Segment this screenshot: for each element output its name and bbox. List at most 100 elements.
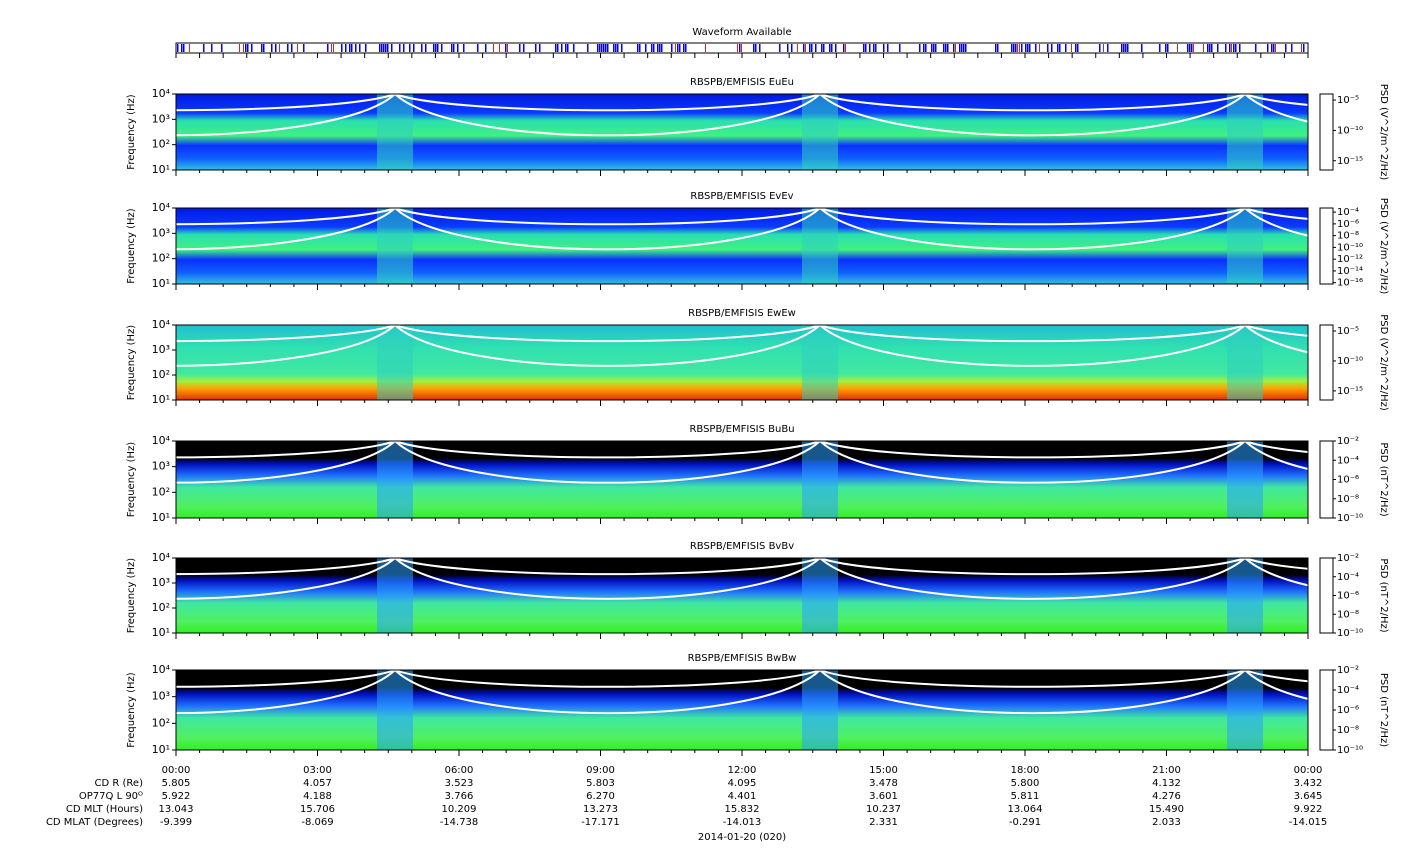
model-curve [820, 208, 1245, 224]
perigee-band [802, 94, 838, 170]
ephemeris-value: -8.069 [301, 817, 333, 828]
waveform-stripe [797, 44, 798, 52]
waveform-stripe [1177, 44, 1178, 52]
waveform-stripe [779, 44, 781, 52]
waveform-stripe [677, 44, 679, 52]
ephemeris-value: 6.270 [586, 791, 615, 802]
waveform-stripe [821, 44, 823, 52]
y-tick-label: 10¹ [152, 163, 170, 176]
waveform-stripe [287, 44, 289, 52]
waveform-stripe [433, 44, 435, 52]
waveform-stripe [399, 44, 401, 52]
waveform-stripe [1273, 44, 1275, 52]
waveform-stripe [1029, 44, 1031, 52]
y-tick-label: 10⁴ [152, 551, 171, 564]
waveform-stripe [247, 44, 249, 52]
ephemeris-value: 13.273 [583, 804, 618, 815]
colorbar-tick-label: 10⁻¹⁵ [1337, 386, 1363, 397]
time-tick-label: 15:00 [869, 765, 898, 776]
model-curve [395, 208, 820, 224]
waveform-stripe [809, 44, 811, 52]
waveform-stripe [831, 44, 833, 52]
ephemeris-label: CD MLAT (Degrees) [46, 817, 143, 828]
mask-left [0, 323, 176, 402]
waveform-stripe [561, 44, 563, 52]
waveform-stripe [341, 44, 343, 52]
waveform-stripe [923, 44, 925, 52]
ephemeris-value: -14.738 [440, 817, 479, 828]
waveform-stripe [279, 44, 280, 52]
ephemeris-value: 10.209 [442, 804, 477, 815]
model-curve [1245, 441, 1408, 457]
colorbar-tick-label: 10⁻¹⁰ [1337, 628, 1363, 639]
model-curve [395, 94, 820, 135]
waveform-stripe [1271, 44, 1273, 52]
ephemeris-value: 15.832 [725, 804, 760, 815]
waveform-stripe [597, 44, 599, 52]
time-tick-label: 00:00 [162, 765, 191, 776]
y-tick-label: 10³ [152, 112, 170, 125]
model-curve [395, 558, 820, 599]
waveform-stripe [379, 44, 381, 52]
waveform-stripe [1051, 44, 1053, 52]
waveform-stripe [637, 44, 639, 52]
waveform-title: Waveform Available [692, 27, 791, 38]
waveform-stripe [947, 44, 949, 52]
waveform-stripe [815, 44, 817, 52]
y-tick-label: 10² [152, 485, 170, 498]
waveform-stripe [1017, 44, 1018, 52]
waveform-stripe [1275, 44, 1276, 52]
waveform-stripe [997, 44, 999, 52]
waveform-stripe [943, 44, 945, 52]
waveform-stripe [203, 44, 205, 52]
waveform-stripe [955, 44, 956, 52]
waveform-stripe [435, 44, 437, 52]
waveform-stripe [875, 44, 877, 52]
waveform-stripe [485, 44, 487, 52]
model-curve [395, 325, 820, 366]
waveform-stripe [1021, 44, 1023, 52]
colorbar-tick-label: 10⁻⁴ [1337, 685, 1359, 696]
waveform-stripe [899, 44, 901, 52]
colorbar-tick-label: 10⁻¹⁰ [1337, 513, 1363, 524]
ephemeris-value: 10.237 [866, 804, 901, 815]
waveform-stripe [463, 44, 465, 52]
model-curve [1245, 558, 1408, 599]
y-tick-label: 10³ [152, 343, 170, 356]
waveform-stripe [1075, 44, 1077, 52]
y-tick-label: 10¹ [152, 277, 170, 290]
time-tick-label: 03:00 [303, 765, 332, 776]
waveform-stripe [823, 44, 825, 52]
ephemeris-value: 15.706 [300, 804, 335, 815]
colorbar-tick-label: 10⁻⁵ [1337, 326, 1359, 337]
waveform-stripe [421, 44, 423, 52]
waveform-stripe [1057, 44, 1059, 52]
waveform-stripe [387, 44, 389, 52]
model-curve [1245, 208, 1408, 249]
waveform-stripe [961, 44, 963, 52]
perigee-band [377, 558, 413, 633]
waveform-stripe [1191, 44, 1193, 52]
waveform-stripe [615, 44, 617, 52]
ephemeris-label: CD MLT (Hours) [66, 804, 143, 815]
y-tick-label: 10³ [152, 460, 170, 473]
perigee-band [377, 208, 413, 284]
waveform-stripe [1059, 44, 1061, 52]
waveform-stripe [679, 44, 681, 52]
mask-left [0, 92, 176, 172]
model-curve [1245, 94, 1408, 110]
y-tick-label: 10² [152, 138, 170, 151]
waveform-stripe [1035, 44, 1037, 52]
y-tick-label: 10¹ [152, 511, 170, 524]
colorbar-tick-label: 10⁻⁶ [1337, 591, 1359, 602]
waveform-stripe [933, 44, 935, 52]
waveform-stripe [345, 44, 347, 52]
waveform-stripe [1027, 44, 1029, 52]
model-curve [820, 558, 1245, 599]
waveform-stripe [863, 44, 865, 52]
model-curve [820, 208, 1245, 249]
waveform-stripe [453, 44, 455, 52]
ephemeris-value: -14.015 [1289, 817, 1328, 828]
waveform-stripe [409, 44, 411, 52]
ephemeris-value: 2.033 [1152, 817, 1181, 828]
